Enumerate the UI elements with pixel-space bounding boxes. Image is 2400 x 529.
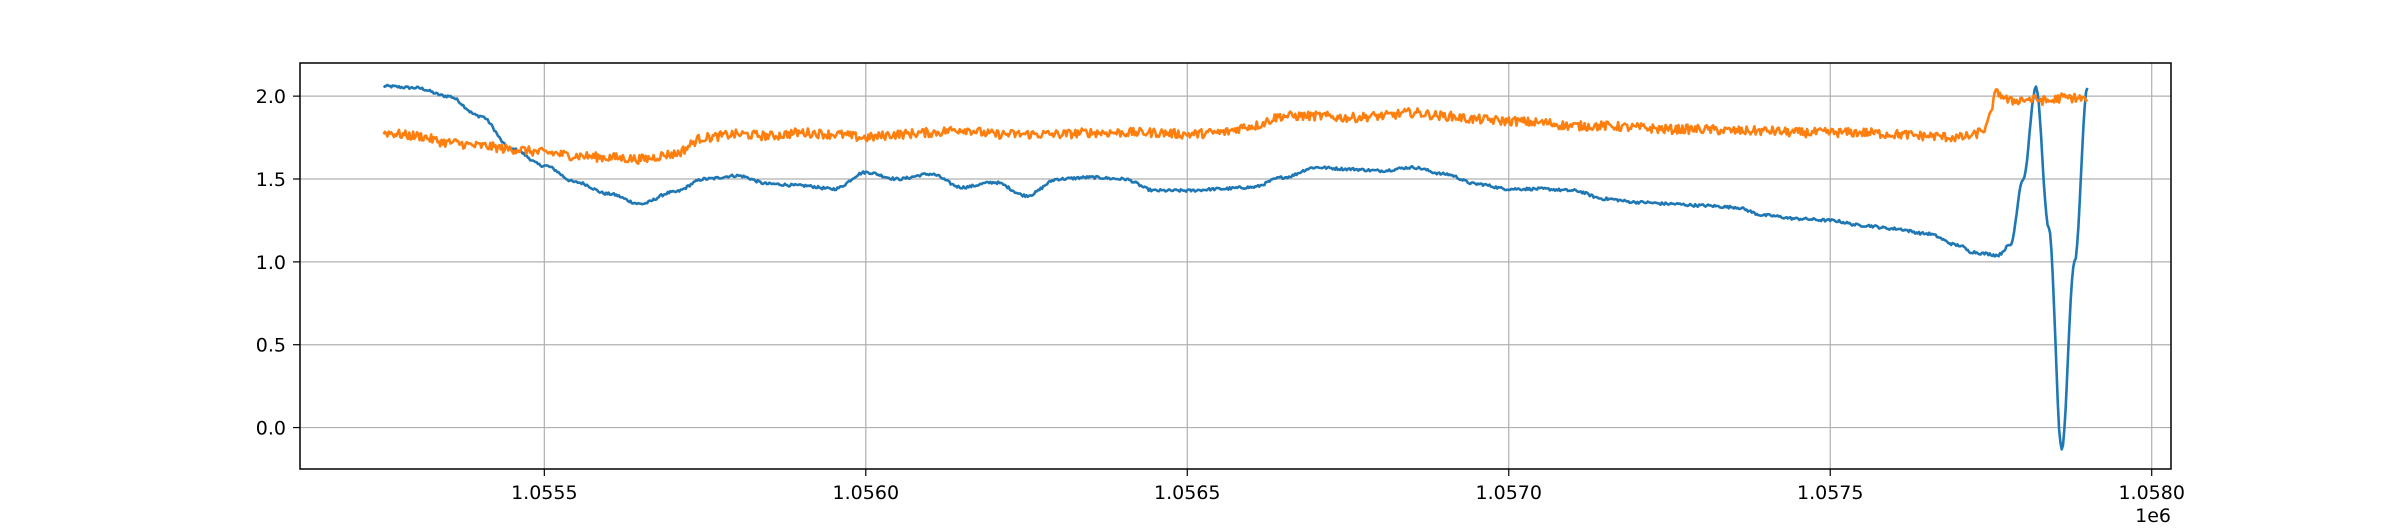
x-tick-label: 1.0580: [2118, 482, 2184, 504]
y-tick-label: 1.5: [256, 169, 286, 191]
y-tick-label: 1.0: [256, 252, 286, 274]
series-line-2: [382, 88, 2089, 165]
axis-ticks: 1.0555 1.0560 1.0565 1.0570 1.0575 1.0580 0.0 0…: [256, 86, 2185, 504]
grid-lines: [300, 63, 2171, 469]
y-tick-label: 0.0: [256, 418, 286, 440]
x-tick-label: 1.0575: [1797, 482, 1863, 504]
x-tick-label: 1.0570: [1476, 482, 1542, 504]
y-tick-label: 2.0: [256, 86, 286, 108]
series-line-1: [382, 83, 2089, 451]
x-tick-label: 1.0555: [511, 482, 577, 504]
x-offset-label: 1e6: [2135, 505, 2171, 525]
x-tick-label: 1.0560: [833, 482, 899, 504]
y-tick-label: 0.5: [256, 335, 286, 357]
series-layer: [382, 83, 2089, 451]
x-tick-label: 1.0565: [1154, 482, 1220, 504]
plot-area-frame: [299, 62, 2172, 470]
